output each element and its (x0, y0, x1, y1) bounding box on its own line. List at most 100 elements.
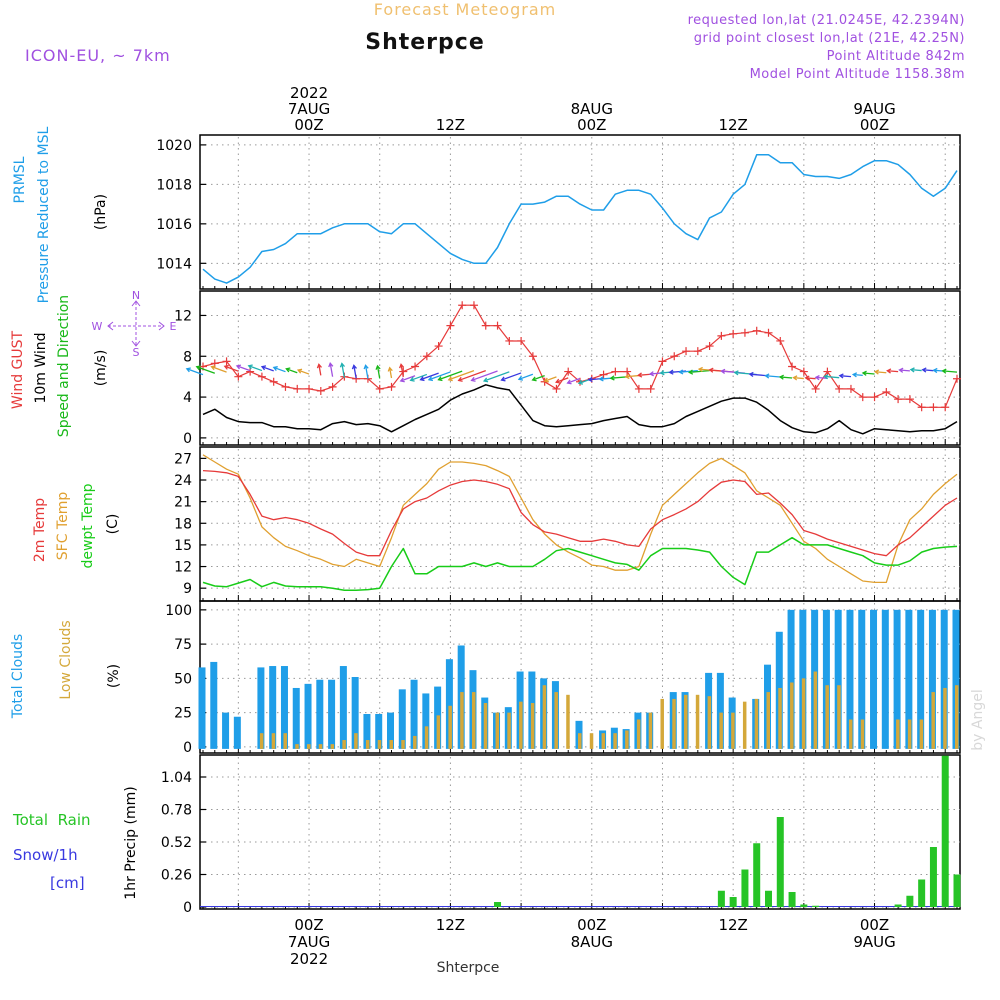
gust-point (835, 384, 844, 393)
total-cloud-bar (257, 667, 265, 749)
point-altitude: Point Altitude 842m (827, 49, 965, 64)
grid-point-coords: grid point closest lon,lat (21E, 42.25N) (694, 31, 965, 46)
gust-point (799, 367, 808, 376)
ytick-label-1: 8 (183, 349, 192, 365)
ytick-label-4: 1.04 (161, 770, 192, 786)
wind-arrow-head (437, 376, 443, 382)
wind-arrow-head (648, 371, 654, 377)
low-cloud-bar (660, 698, 664, 749)
gust-point (740, 328, 749, 337)
wind-arrow (567, 377, 581, 384)
wind-arrow (364, 365, 369, 379)
wind-arrow (780, 376, 793, 379)
bottom-time-label: 00Z (860, 916, 889, 934)
ytick-label-2: 15 (174, 538, 192, 554)
gust-point (941, 403, 950, 412)
rain-bar (906, 895, 914, 907)
gust-point (493, 321, 502, 330)
gust-point (658, 357, 667, 366)
total-cloud-bar (269, 666, 277, 749)
compass-e: E (170, 320, 177, 333)
low-cloud-bar (259, 733, 264, 749)
wind-arrow-head (733, 370, 739, 376)
wind-arrow (261, 366, 274, 372)
wind-arrow-head (587, 376, 593, 383)
compass-rose-icon: N S W E (92, 289, 177, 359)
total-cloud-bar (233, 716, 241, 749)
ytick-label-4: 0.52 (161, 835, 192, 851)
low-cloud-bar (672, 698, 676, 749)
total-cloud-bar (881, 609, 889, 749)
gust-point (234, 372, 243, 381)
total-cloud-bar (363, 714, 371, 749)
wind-arrow (610, 376, 628, 379)
precip-label-rain: Total Rain (12, 811, 91, 829)
total-cloud-bar (198, 667, 206, 749)
low-cloud-bar (542, 685, 547, 749)
gust-point (682, 347, 691, 356)
wind-label-10m: 10m Wind (33, 332, 49, 403)
wind-arrow-head (708, 367, 714, 373)
gust-point (446, 321, 455, 330)
wind-arrow-head (909, 367, 915, 373)
top-time-label: 00Z (294, 116, 323, 134)
wind-arrow-head (500, 376, 506, 382)
ytick-label-3: 100 (165, 603, 192, 619)
low-cloud-bar (578, 733, 582, 749)
wind-arrow (853, 373, 863, 377)
rain-bar (812, 905, 820, 907)
top-time-label: 8AUG (571, 100, 613, 118)
wind-arrow (248, 365, 263, 372)
low-cloud-bar (507, 712, 511, 749)
precip-label-cm: [cm] (50, 874, 85, 892)
low-cloud-bar (742, 701, 747, 749)
dewpt-line (202, 536, 958, 592)
wind-arrow (458, 369, 486, 382)
low-cloud-bar (636, 719, 641, 749)
wind-arrow-head (482, 377, 489, 383)
wind-arrow-head (814, 375, 820, 381)
gust-point (823, 367, 832, 376)
total-cloud-bar (952, 609, 960, 749)
low-cloud-bar (589, 733, 594, 749)
gust-point (905, 395, 914, 404)
wind-arrow-head (873, 369, 880, 375)
low-cloud-bar (707, 696, 712, 749)
ytick-label-3: 75 (174, 637, 192, 653)
wind-arrow-head (419, 376, 425, 382)
total-cloud-bar (375, 714, 383, 749)
low-cloud-bar (801, 678, 806, 749)
time-axis-labels: 20227AUG00Z12Z8AUG00Z12Z9AUG00Z12Z00Z7AU… (288, 84, 896, 968)
temp-label-sfc: SFC Temp (55, 492, 71, 561)
wind-arrow (318, 364, 322, 376)
gust-point (422, 352, 431, 361)
bottom-time-label: 7AUG (288, 933, 330, 951)
wind-arrow-head (804, 375, 810, 381)
wind-arrow-head (351, 364, 357, 370)
wind-arrow-head (838, 373, 844, 379)
gust-point (552, 384, 561, 393)
ytick-label-0: 1014 (156, 256, 192, 272)
wind-arrow (353, 365, 357, 379)
wind-arrow-head (210, 365, 216, 371)
ytick-label-2: 12 (174, 560, 192, 576)
gust-point (505, 336, 514, 345)
rain-bar (929, 847, 937, 907)
wind-arrow-head (764, 373, 770, 379)
pressure-label-msl: Pressure Reduced to MSL (36, 126, 52, 303)
total-cloud-bar (870, 609, 878, 749)
wind-arrow (555, 377, 569, 383)
total-cloud-bar (387, 712, 394, 749)
low-cloud-bar (342, 740, 346, 749)
wind-arrow-head (720, 368, 726, 374)
bottom-station-label: Shterpce (437, 960, 500, 976)
bottom-time-label: 12Z (436, 916, 465, 934)
total-cloud-bar (304, 683, 312, 749)
rain-bar (941, 755, 949, 907)
wind-arrow (376, 365, 381, 379)
low-cloud-bar (377, 740, 382, 749)
low-cloud-bar (613, 733, 617, 749)
gust-point (599, 370, 608, 379)
ytick-label-3: 0 (183, 740, 192, 756)
gust-point (257, 372, 266, 381)
